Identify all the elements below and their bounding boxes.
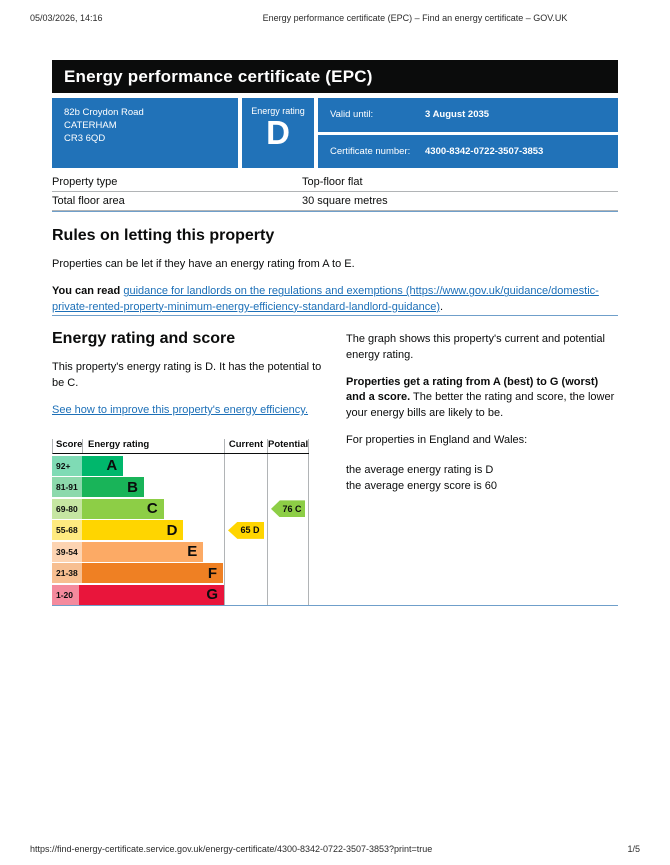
valid-until-value: 3 August 2035	[425, 109, 490, 121]
energy-rating-value: D	[266, 114, 290, 151]
band-score-range: 21-38	[52, 563, 82, 584]
address-line-2: CATERHAM	[64, 119, 117, 131]
property-address: 82b Croydon Road CATERHAM CR3 6QD	[52, 98, 238, 168]
band-bar: D	[82, 520, 184, 541]
certificate-number-value: 4300-8342-0722-3507-3853	[425, 145, 544, 157]
certificate-number-label: Certificate number:	[330, 145, 411, 157]
table-row-floor-area: Total floor area 30 square metres	[52, 192, 618, 211]
certificate-title: Energy performance certificate (EPC)	[64, 66, 373, 86]
epc-band-row: 39-54 E	[52, 541, 224, 562]
landlord-guidance-link[interactable]: guidance for landlords on the regulation…	[52, 285, 599, 313]
valid-until-label: Valid until:	[330, 109, 374, 121]
band-score-range: 81-91	[52, 477, 82, 498]
band-bar: B	[82, 477, 144, 498]
current-rating-arrow: 65 D	[228, 521, 264, 539]
epc-chart-body: 92+ A 81-91 B 69-80 C 55-68 D 39-54 E 21…	[52, 454, 309, 605]
section-divider	[52, 211, 618, 212]
read-suffix: .	[440, 300, 444, 313]
page-indicator: 1/5	[627, 844, 640, 854]
address-line-3: CR3 6QD	[64, 132, 106, 144]
average-rating-line: the average energy rating is D	[346, 463, 494, 476]
improve-efficiency-link[interactable]: See how to improve this property's energ…	[52, 403, 309, 416]
letting-guidance-paragraph: You can read guidance for landlords on t…	[52, 284, 612, 315]
epc-chart-rows: 92+ A 81-91 B 69-80 C 55-68 D 39-54 E 21…	[52, 454, 224, 605]
region-line: For properties in England and Wales:	[346, 434, 528, 447]
epc-rating-chart: Score Energy rating Current Potential 92…	[52, 439, 309, 605]
band-bar: C	[82, 498, 164, 519]
band-score-range: 55-68	[52, 520, 82, 541]
floor-area-label: Total floor area	[52, 195, 125, 207]
print-url: https://find-energy-certificate.service.…	[30, 844, 433, 854]
certificate-banner: Energy performance certificate (EPC)	[52, 60, 618, 93]
explanation-rest: The better the rating and score, the low…	[346, 391, 615, 419]
band-bar: G	[78, 584, 224, 605]
print-doc-title: Energy performance certificate (EPC) – F…	[262, 13, 568, 23]
certificate-number-row: Certificate number: 4300-8342-0722-3507-…	[318, 134, 618, 168]
print-datetime: 05/03/2026, 14:16	[30, 13, 103, 23]
letting-paragraph: Properties can be let if they have an en…	[52, 258, 355, 270]
explanation-bold: Properties get a rating from A (best) to…	[346, 375, 599, 404]
rating-intro: This property's energy rating is D. It h…	[52, 361, 322, 389]
property-type-label: Property type	[52, 176, 118, 188]
energy-rating-cell: Energy rating D	[242, 98, 314, 168]
letting-heading: Rules on letting this property	[52, 227, 275, 244]
table-row-property-type: Property type Top-floor flat	[52, 173, 618, 192]
rating-column-header: Energy rating	[88, 439, 150, 451]
potential-rating-arrow: 76 C	[271, 500, 305, 518]
potential-column: 76 C	[267, 454, 309, 605]
certificate-content: Energy performance certificate (EPC) 82b…	[52, 60, 618, 606]
band-score-range: 39-54	[52, 541, 82, 562]
section-divider	[52, 315, 618, 317]
section-divider	[52, 604, 618, 606]
energy-rating-label: Energy rating	[251, 106, 305, 116]
epc-band-row: 81-91 B	[52, 477, 224, 498]
rating-heading: Energy rating and score	[52, 330, 236, 348]
band-score-range: 92+	[52, 455, 82, 476]
summary-box: 82b Croydon Road CATERHAM CR3 6QD Energy…	[52, 98, 618, 168]
property-type-value: Top-floor flat	[302, 176, 363, 188]
average-score-line: the average energy score is 60	[346, 480, 498, 493]
epc-band-row: 1-20 G	[52, 584, 224, 605]
rating-explanation: Properties get a rating from A (best) to…	[346, 375, 618, 421]
epc-band-row: 92+ A	[52, 455, 224, 476]
band-bar: F	[82, 563, 224, 584]
rating-left-column: Energy rating and score This property's …	[52, 330, 324, 605]
band-score-range: 1-20	[52, 584, 79, 605]
read-prefix: You can read	[52, 285, 124, 298]
rating-section: Energy rating and score This property's …	[52, 330, 618, 605]
address-line-1: 82b Croydon Road	[64, 107, 144, 118]
band-score-range: 69-80	[52, 498, 82, 519]
certificate-details: Valid until: 3 August 2035 Certificate n…	[318, 98, 618, 168]
average-stats: the average energy rating is D the avera…	[346, 462, 618, 495]
potential-column-header: Potential	[267, 439, 309, 454]
rating-right-column: The graph shows this property's current …	[346, 330, 618, 605]
current-column: 65 D	[224, 454, 267, 605]
graph-caption: The graph shows this property's current …	[346, 333, 605, 361]
epc-band-row: 21-38 F	[52, 563, 224, 584]
epc-chart-header: Score Energy rating Current Potential	[52, 439, 309, 455]
epc-band-row: 55-68 D	[52, 520, 224, 541]
current-column-header: Current	[224, 439, 267, 454]
print-footer: https://find-energy-certificate.service.…	[30, 844, 640, 854]
band-bar: E	[82, 541, 204, 562]
band-bar: A	[82, 455, 124, 476]
valid-until-row: Valid until: 3 August 2035	[318, 98, 618, 132]
key-facts-table: Property type Top-floor flat Total floor…	[52, 173, 618, 211]
floor-area-value: 30 square metres	[302, 195, 388, 207]
score-column-header: Score	[53, 439, 83, 454]
print-header: 05/03/2026, 14:16 Energy performance cer…	[30, 13, 640, 23]
epc-band-row: 69-80 C	[52, 498, 224, 519]
